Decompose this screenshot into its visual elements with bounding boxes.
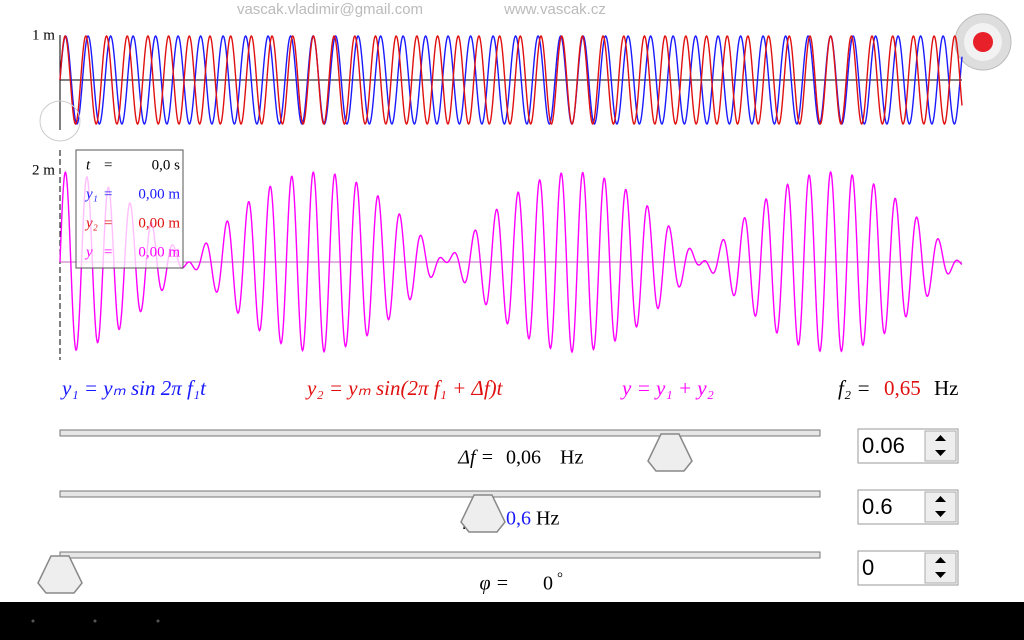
readout-symbol: y (84, 244, 93, 260)
navigation-bar (0, 602, 1024, 640)
nav-dot (156, 619, 160, 623)
nav-dot (31, 619, 35, 623)
control-unit: Hz (560, 447, 583, 469)
readout-symbol: y₂ (84, 215, 98, 231)
readout-symbol: y₁ (84, 186, 98, 202)
top-axis-label: 1 m (32, 27, 55, 43)
f2-value: 0,65 (884, 376, 921, 400)
spin-up[interactable] (935, 557, 946, 563)
time-handle[interactable] (39, 100, 81, 142)
spin-box-value: 0.06 (862, 433, 905, 458)
readout-value: 0,0 s (152, 157, 181, 173)
nav-dot (93, 619, 97, 623)
readout-value: 0,00 m (138, 215, 180, 231)
bottom-axis-label: 2 m (32, 162, 55, 178)
formula-y2: y₂ = yₘ sin(2π f₁ + Δf)t (305, 376, 504, 400)
spin-down[interactable] (935, 511, 946, 517)
spin-up[interactable] (935, 435, 946, 441)
control-label: φ = (479, 573, 509, 595)
wave-sum (59, 170, 963, 354)
slider-thumb[interactable] (460, 494, 506, 533)
formula-sum: y = y₁ + y₂ (620, 376, 714, 400)
email: vascak.vladimir@gmail.com (237, 1, 423, 18)
control-value: 0,6 (506, 508, 531, 530)
wave-y2 (59, 35, 963, 125)
spin-up[interactable] (935, 496, 946, 502)
slider-thumb[interactable] (647, 433, 693, 472)
slider-track[interactable] (59, 551, 821, 559)
control-unit: Hz (536, 508, 559, 530)
spin-box-value: 0.6 (862, 494, 893, 519)
control-value: 0,06 (506, 447, 541, 469)
f2-unit: Hz (934, 376, 959, 400)
control-unit: ° (557, 570, 563, 586)
readout-eq: = (104, 244, 112, 260)
readout-value: 0,00 m (138, 186, 180, 202)
spin-down[interactable] (935, 572, 946, 578)
readout-eq: = (104, 215, 112, 231)
readout-box (75, 149, 184, 269)
website: www.vascak.cz (503, 1, 606, 18)
wave-y1 (59, 35, 963, 125)
readout-symbol: t (86, 157, 91, 173)
readout-value: 0,00 m (138, 244, 180, 260)
formula-y1: y₁ = yₘ sin 2π f₁t (60, 376, 207, 400)
slider-track[interactable] (59, 490, 821, 498)
spin-down[interactable] (935, 450, 946, 456)
record-button-dot (973, 32, 993, 52)
readout-eq: = (104, 157, 112, 173)
readout-eq: = (104, 186, 112, 202)
slider-thumb[interactable] (37, 555, 83, 594)
control-label: Δf = (457, 447, 494, 469)
control-value: 0 (543, 573, 553, 595)
spin-box-value: 0 (862, 555, 874, 580)
slider-track[interactable] (59, 429, 821, 437)
f2-label: f₂ = (838, 376, 871, 400)
